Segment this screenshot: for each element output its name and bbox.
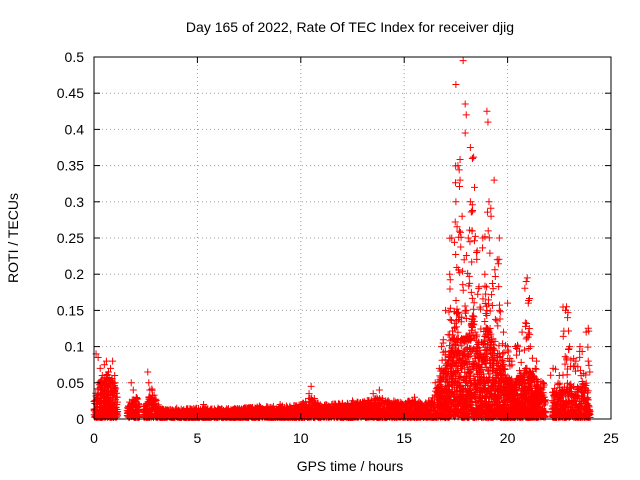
data-point (464, 234, 472, 242)
data-point (112, 384, 120, 392)
data-point (488, 291, 496, 299)
data-point (469, 207, 477, 215)
data-point (452, 198, 460, 206)
data-point (526, 343, 534, 351)
data-point (484, 227, 492, 235)
data-point (455, 166, 463, 174)
data-point (467, 208, 475, 216)
data-point (439, 339, 447, 347)
data-point (504, 299, 512, 307)
data-point (456, 228, 464, 236)
data-point (133, 395, 141, 403)
data-point (483, 283, 491, 291)
data-point (523, 274, 531, 282)
data-point (437, 343, 445, 351)
data-point (135, 401, 143, 409)
data-point (495, 234, 503, 242)
data-point (150, 391, 158, 399)
data-point (470, 299, 478, 307)
data-point (446, 285, 454, 293)
data-point (446, 270, 454, 278)
data-point (584, 357, 592, 365)
data-point (144, 368, 152, 376)
data-point (452, 297, 460, 305)
data-point (466, 238, 474, 246)
data-point (446, 234, 454, 242)
data-point (483, 107, 491, 115)
data-point (462, 111, 470, 119)
data-point (145, 379, 153, 387)
data-point (469, 312, 477, 320)
data-point (518, 328, 526, 336)
data-point (459, 57, 467, 65)
data-point (468, 294, 476, 302)
data-point (490, 176, 498, 184)
data-point (114, 411, 122, 419)
data-point (127, 379, 135, 387)
data-point (522, 277, 530, 285)
data-point (452, 81, 460, 89)
data-point (461, 100, 469, 108)
data-point (473, 247, 481, 255)
data-point (470, 237, 478, 245)
data-point (474, 290, 482, 298)
data-point (481, 282, 489, 290)
data-point (485, 234, 493, 242)
data-layer (90, 57, 594, 422)
data-point (458, 212, 466, 220)
data-point (461, 129, 469, 137)
data-point (457, 243, 465, 251)
data-point (456, 183, 464, 191)
data-point (468, 154, 476, 162)
data-point (471, 232, 479, 240)
data-point (375, 386, 383, 394)
data-point (111, 386, 119, 394)
data-point (483, 208, 491, 216)
data-point (461, 302, 469, 310)
data-point (113, 389, 121, 397)
data-point (446, 276, 454, 284)
data-point (485, 198, 493, 206)
data-point (113, 393, 121, 401)
data-point (485, 296, 493, 304)
data-point (96, 364, 104, 372)
data-point (462, 314, 470, 322)
data-point (459, 281, 467, 289)
data-point (152, 396, 160, 404)
data-point (310, 395, 318, 403)
data-point (456, 155, 464, 163)
data-point (484, 118, 492, 126)
data-point (481, 270, 489, 278)
data-point (109, 357, 117, 365)
data-point (466, 144, 474, 151)
data-point (451, 218, 459, 226)
data-point (473, 248, 481, 256)
data-point (467, 288, 475, 296)
data-point (487, 212, 495, 220)
data-point (470, 153, 478, 161)
data-point (307, 382, 315, 390)
data-point (479, 244, 487, 252)
data-point (471, 183, 479, 191)
data-point (111, 379, 119, 387)
data-point (446, 316, 454, 324)
data-point (135, 400, 143, 408)
data-point (445, 308, 453, 316)
data-point (486, 249, 494, 257)
data-point (129, 386, 137, 394)
data-point (133, 395, 141, 403)
data-point (469, 305, 477, 313)
data-point (475, 283, 483, 291)
grid-layer (94, 57, 611, 419)
data-point (499, 328, 507, 336)
data-point (452, 251, 460, 259)
